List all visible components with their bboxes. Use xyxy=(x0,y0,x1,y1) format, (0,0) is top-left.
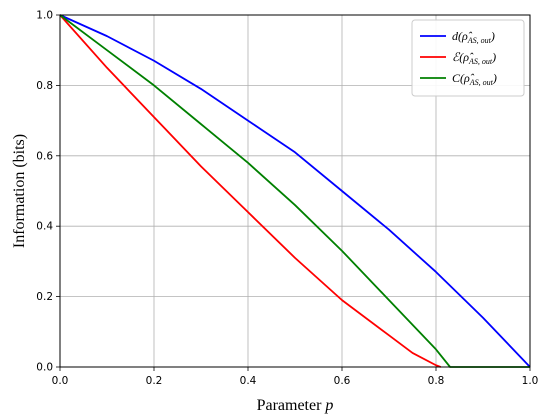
y-tick-label: 0.0 xyxy=(36,362,53,374)
axis-ticks: 0.0 0.2 0.4 0.6 0.8 1.0 0.0 0.2 0.4 0.6 0.8 1.0 xyxy=(36,10,538,388)
x-tick-label: 0.8 xyxy=(428,375,445,387)
y-tick-label: 0.4 xyxy=(36,221,53,233)
x-tick-label: 0.0 xyxy=(52,375,69,387)
y-tick-label: 0.8 xyxy=(36,80,53,92)
legend-label-2: C(ρ̂AS, out) xyxy=(452,71,497,87)
legend-label-1: ℰ(ρ̂AS, out) xyxy=(452,50,496,66)
y-axis-title: Information (bits) xyxy=(11,134,28,248)
series-line-0 xyxy=(59,14,531,368)
x-tick-label: 0.6 xyxy=(334,375,351,387)
series-line-1 xyxy=(59,14,442,368)
y-tick-label: 0.2 xyxy=(36,291,53,303)
legend-box xyxy=(411,19,525,97)
x-tick-label: 1.0 xyxy=(522,375,539,387)
y-tick-label: 0.6 xyxy=(36,150,53,162)
legend-label-0: d(ρ̂AS, out) xyxy=(452,29,495,45)
x-axis-title: Parameter p xyxy=(257,397,334,414)
legend: d(ρ̂AS, out) ℰ(ρ̂AS, out) C(ρ̂AS, out) xyxy=(411,19,525,97)
x-tick-label: 0.2 xyxy=(146,375,163,387)
y-tick-label: 1.0 xyxy=(36,10,53,22)
plot-frame xyxy=(59,14,531,368)
x-tick-label: 0.4 xyxy=(240,375,257,387)
